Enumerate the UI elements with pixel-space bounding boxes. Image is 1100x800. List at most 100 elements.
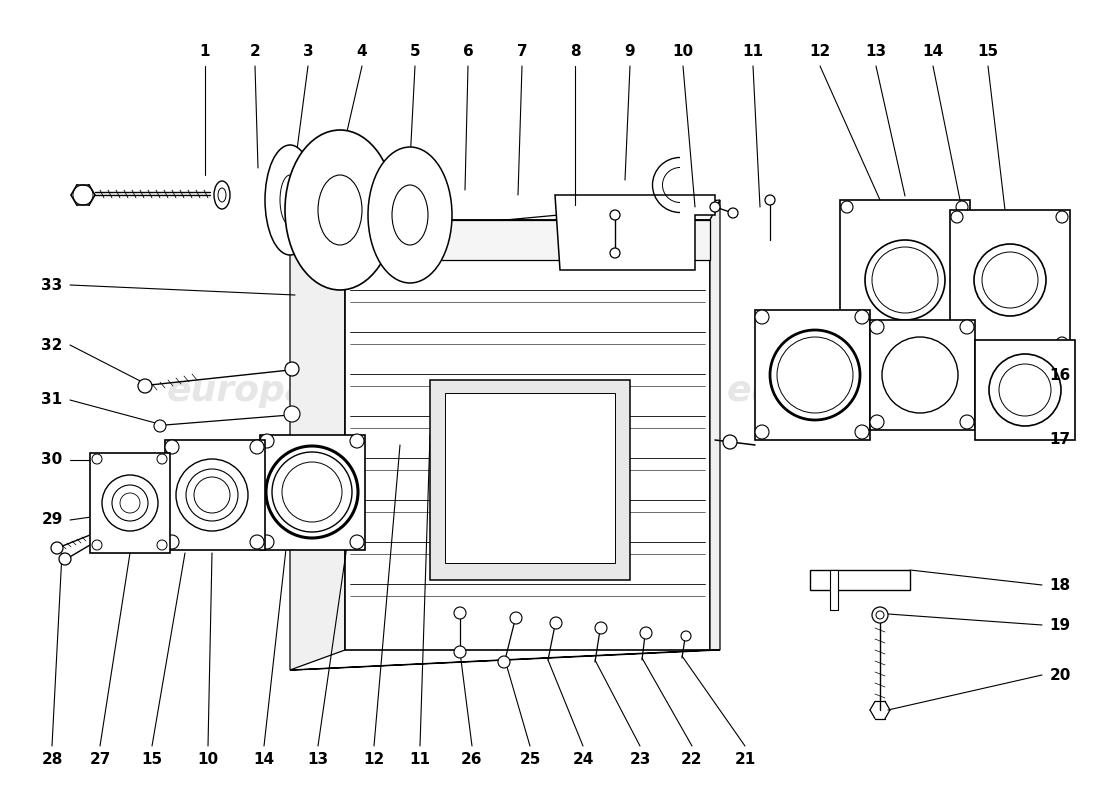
Ellipse shape [318, 175, 362, 245]
Text: 2: 2 [250, 45, 261, 59]
Circle shape [92, 454, 102, 464]
Circle shape [870, 320, 884, 334]
Text: 8: 8 [570, 45, 581, 59]
Bar [755, 310, 870, 440]
Circle shape [870, 415, 884, 429]
Text: 1: 1 [200, 45, 210, 59]
Text: 11: 11 [409, 753, 430, 767]
Circle shape [610, 210, 620, 220]
Circle shape [157, 454, 167, 464]
Polygon shape [556, 195, 715, 270]
Circle shape [728, 208, 738, 218]
Text: 6: 6 [463, 45, 473, 59]
Circle shape [59, 553, 72, 565]
Text: 10: 10 [197, 753, 219, 767]
Bar [90, 453, 170, 553]
Ellipse shape [280, 175, 300, 225]
Text: 15: 15 [142, 753, 163, 767]
Text: 30: 30 [42, 453, 63, 467]
Polygon shape [710, 200, 720, 650]
Circle shape [510, 612, 522, 624]
Bar [840, 200, 970, 360]
Text: 24: 24 [572, 753, 594, 767]
Polygon shape [290, 650, 720, 670]
Text: 11: 11 [742, 45, 763, 59]
Circle shape [157, 540, 167, 550]
Circle shape [982, 252, 1038, 308]
Polygon shape [345, 220, 710, 650]
Circle shape [350, 434, 364, 448]
Circle shape [454, 607, 466, 619]
Circle shape [454, 646, 466, 658]
Polygon shape [290, 220, 345, 670]
Circle shape [250, 440, 264, 454]
Circle shape [952, 211, 962, 223]
Circle shape [186, 469, 238, 521]
Text: 22: 22 [681, 753, 703, 767]
Text: 33: 33 [42, 278, 63, 293]
Bar [950, 210, 1070, 350]
Bar [260, 435, 365, 550]
Bar [430, 380, 630, 580]
Circle shape [285, 362, 299, 376]
Circle shape [872, 247, 938, 313]
Text: 25: 25 [519, 753, 541, 767]
Circle shape [260, 535, 274, 549]
Circle shape [165, 535, 179, 549]
Circle shape [250, 535, 264, 549]
Circle shape [282, 462, 342, 522]
Bar [810, 570, 910, 590]
Circle shape [855, 425, 869, 439]
Text: 28: 28 [42, 753, 63, 767]
Circle shape [842, 342, 852, 354]
Text: 21: 21 [735, 753, 756, 767]
Text: 31: 31 [42, 393, 63, 407]
Ellipse shape [265, 145, 315, 255]
Text: 14: 14 [253, 753, 275, 767]
Text: europarés: europarés [447, 552, 653, 588]
Circle shape [350, 535, 364, 549]
Bar [446, 393, 615, 563]
Ellipse shape [368, 147, 452, 283]
Circle shape [723, 435, 737, 449]
Ellipse shape [392, 185, 428, 245]
Text: 3: 3 [302, 45, 313, 59]
Text: 12: 12 [363, 753, 385, 767]
Text: 17: 17 [1049, 433, 1070, 447]
Text: 26: 26 [461, 753, 483, 767]
Circle shape [112, 485, 148, 521]
Circle shape [550, 617, 562, 629]
Circle shape [165, 440, 179, 454]
Polygon shape [345, 220, 710, 260]
Text: 27: 27 [89, 753, 111, 767]
Bar [830, 570, 838, 610]
Circle shape [956, 342, 968, 354]
Ellipse shape [285, 130, 395, 290]
Text: 20: 20 [1049, 667, 1070, 682]
Text: 32: 32 [42, 338, 63, 353]
Circle shape [755, 425, 769, 439]
Circle shape [260, 434, 274, 448]
Circle shape [1056, 337, 1068, 349]
Text: 16: 16 [1049, 367, 1070, 382]
Circle shape [956, 201, 968, 213]
Circle shape [681, 631, 691, 641]
Circle shape [51, 542, 63, 554]
Text: 9: 9 [625, 45, 636, 59]
Circle shape [710, 202, 720, 212]
Circle shape [755, 310, 769, 324]
Circle shape [92, 540, 102, 550]
Circle shape [855, 310, 869, 324]
Polygon shape [290, 200, 720, 240]
Circle shape [960, 415, 974, 429]
Text: 13: 13 [307, 753, 329, 767]
Text: 19: 19 [1049, 618, 1070, 633]
Ellipse shape [214, 181, 230, 209]
Text: 12: 12 [810, 45, 830, 59]
Text: 15: 15 [978, 45, 999, 59]
Circle shape [952, 337, 962, 349]
Circle shape [154, 420, 166, 432]
Circle shape [595, 622, 607, 634]
Text: 10: 10 [672, 45, 694, 59]
Circle shape [764, 195, 776, 205]
